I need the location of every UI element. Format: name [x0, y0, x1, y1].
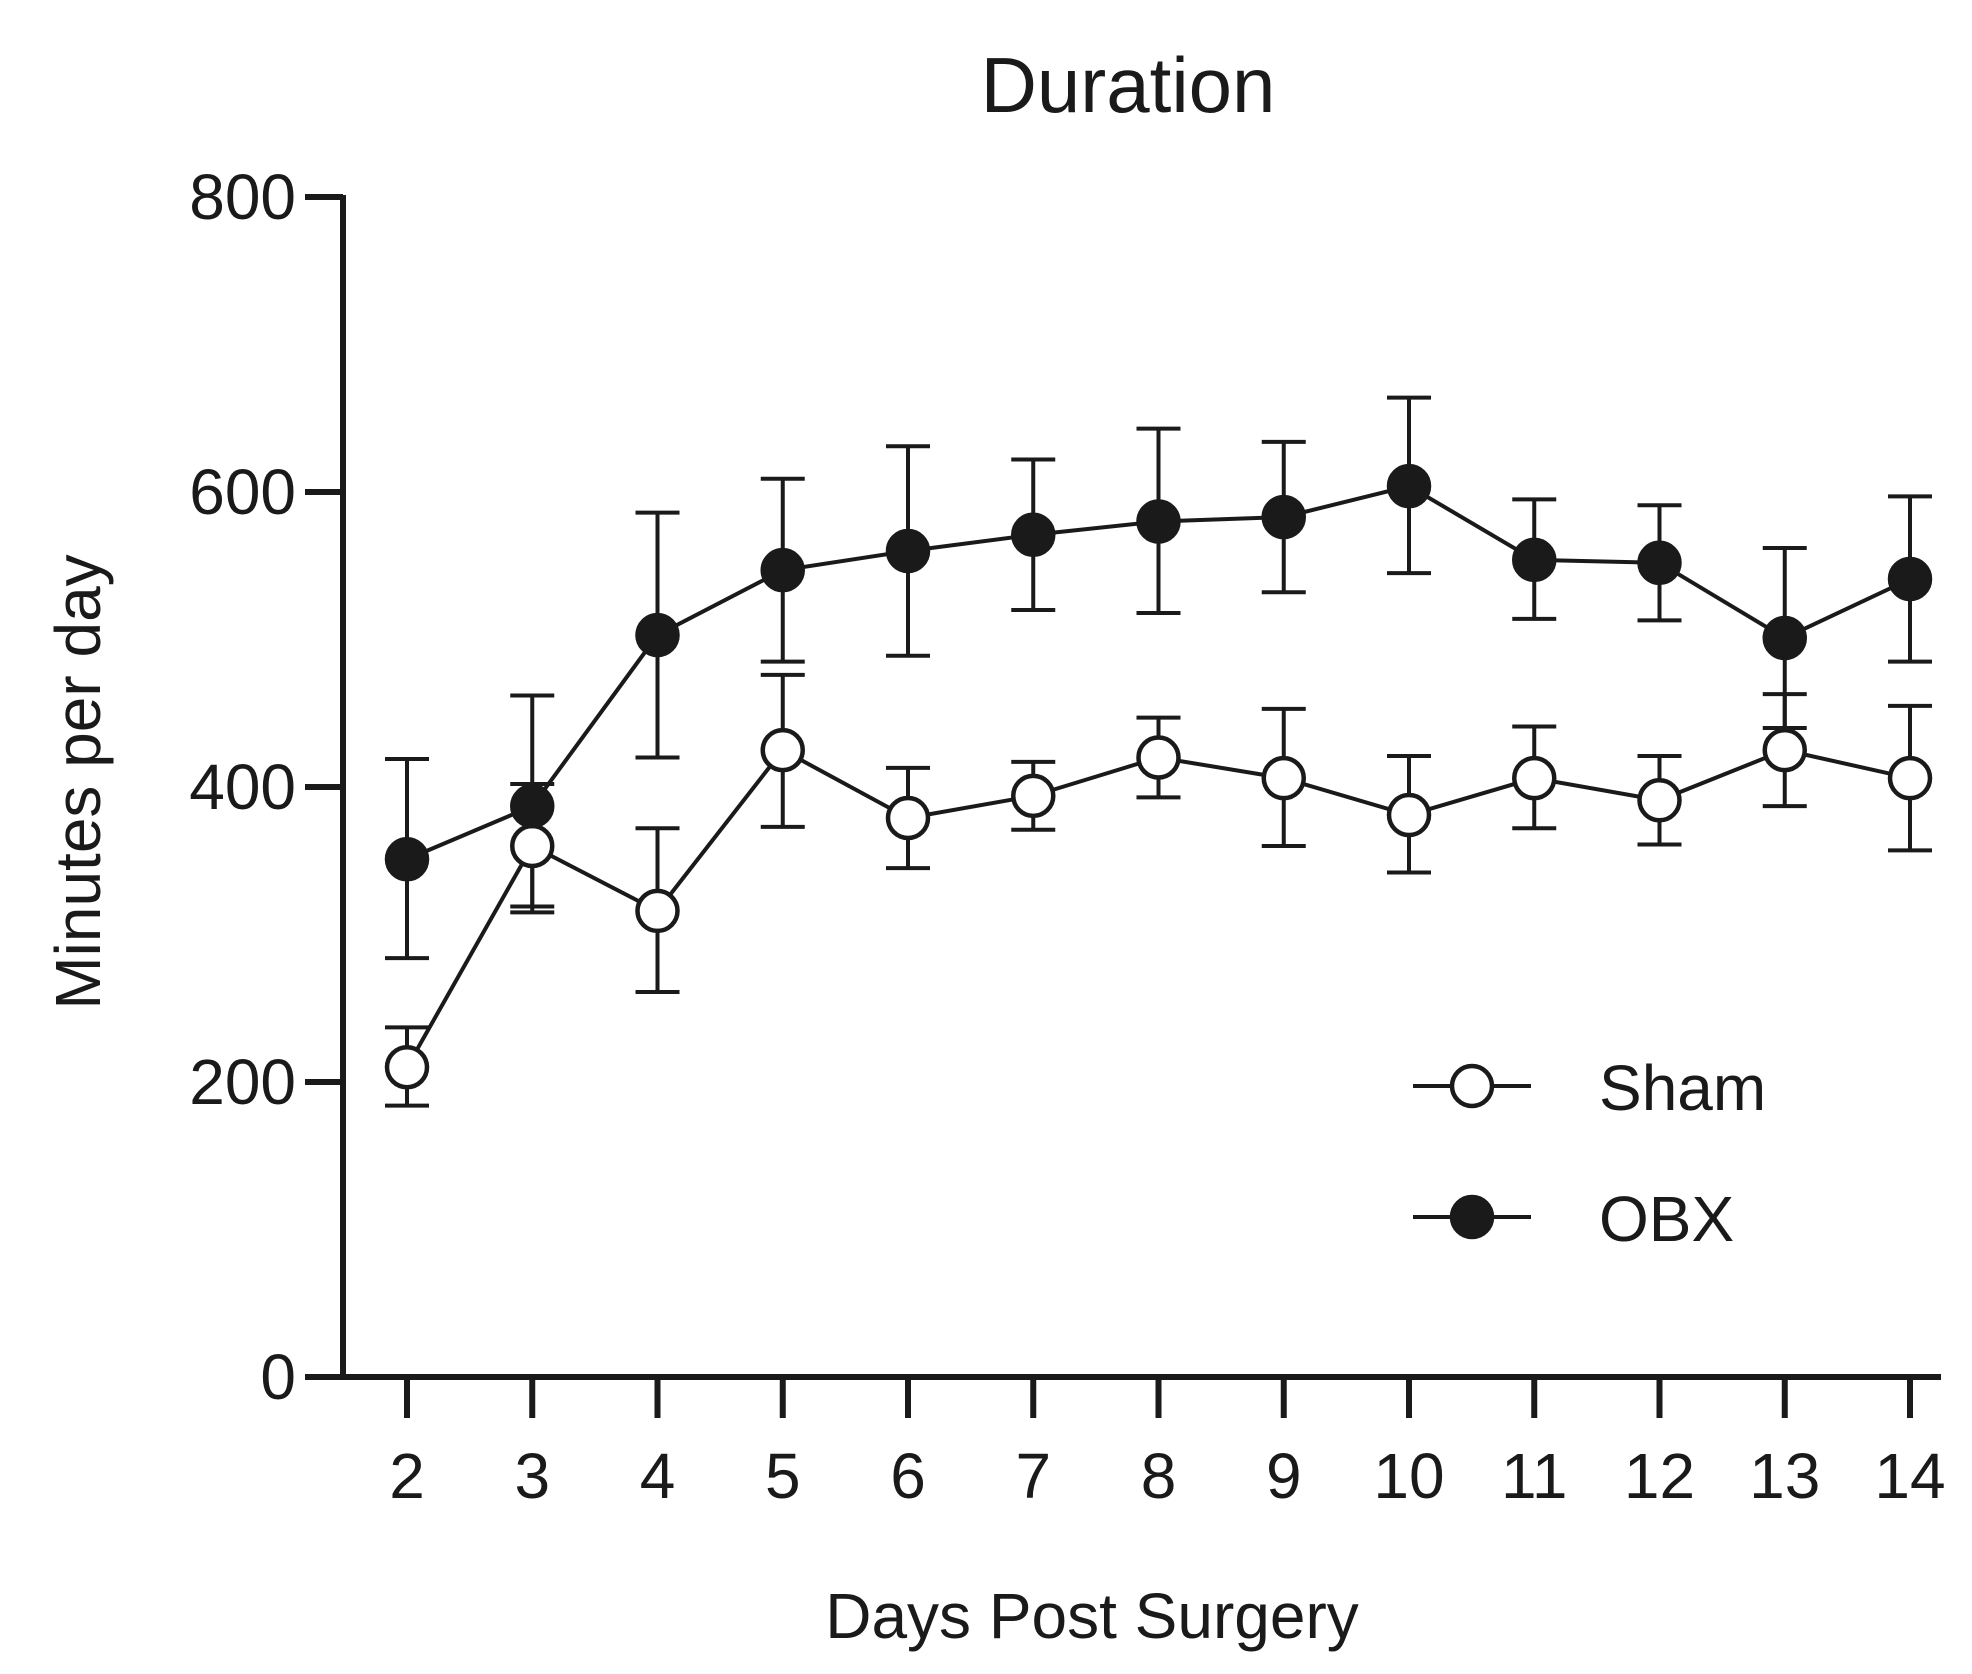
chart-title: Duration — [981, 41, 1276, 129]
y-ticks: 0 200 400 600 800 — [189, 161, 343, 1413]
x-tick-label-8: 8 — [1141, 1440, 1177, 1512]
sham-point-11 — [1512, 755, 1557, 801]
legend-obx-marker — [1449, 1194, 1495, 1240]
x-ticks: 2 3 4 5 6 7 8 9 10 11 12 13 14 — [389, 1377, 1946, 1512]
sham-point-6 — [885, 795, 931, 841]
y-tick-label-600: 600 — [189, 456, 296, 528]
legend-sham-label: Sham — [1599, 1052, 1766, 1124]
sham-point-4 — [635, 888, 680, 934]
obx-point-4 — [635, 612, 680, 658]
obx-point-3 — [510, 783, 555, 829]
obx-point-2 — [384, 837, 430, 882]
obx-point-9 — [1261, 494, 1306, 540]
obx-point-14 — [1887, 556, 1933, 602]
sham-point-2 — [384, 1045, 430, 1090]
sham-point-9 — [1261, 755, 1306, 801]
sham-point-14 — [1887, 755, 1933, 801]
y-tick-label-200: 200 — [189, 1046, 296, 1118]
obx-point-5 — [760, 547, 805, 593]
obx-point-8 — [1136, 499, 1181, 544]
series-layer — [384, 395, 1933, 1108]
sham-point-13 — [1762, 727, 1807, 773]
obx-point-11 — [1512, 537, 1557, 583]
obx-point-6 — [885, 528, 931, 574]
x-axis-title: Days Post Surgery — [825, 1580, 1359, 1652]
markers-layer — [384, 463, 1933, 1090]
sham-point-10 — [1386, 792, 1432, 838]
sham-point-12 — [1637, 778, 1682, 823]
sham-point-8 — [1136, 735, 1181, 780]
x-tick-label-12: 12 — [1624, 1440, 1695, 1512]
x-tick-label-7: 7 — [1015, 1440, 1051, 1512]
x-tick-label-3: 3 — [514, 1440, 550, 1512]
x-tick-label-11: 11 — [1501, 1440, 1567, 1512]
x-tick-label-9: 9 — [1266, 1440, 1302, 1512]
sham-point-7 — [1011, 773, 1056, 819]
sham-point-3 — [510, 823, 555, 869]
x-tick-label-10: 10 — [1373, 1440, 1444, 1512]
y-tick-label-800: 800 — [189, 161, 296, 233]
obx-point-7 — [1011, 512, 1056, 558]
y-tick-label-400: 400 — [189, 751, 296, 823]
x-tick-label-2: 2 — [389, 1440, 425, 1512]
x-tick-label-5: 5 — [765, 1440, 801, 1512]
obx-point-12 — [1637, 540, 1682, 586]
x-tick-label-14: 14 — [1874, 1440, 1945, 1512]
x-tick-label-6: 6 — [890, 1440, 926, 1512]
legend: Sham OBX — [1413, 1052, 1766, 1255]
x-tick-label-4: 4 — [640, 1440, 676, 1512]
obx-point-13 — [1762, 615, 1807, 661]
legend-obx-label: OBX — [1599, 1183, 1734, 1255]
sham-point-5 — [760, 727, 805, 773]
legend-sham-marker — [1449, 1063, 1495, 1109]
obx-point-10 — [1386, 463, 1432, 509]
y-axis-title: Minutes per day — [42, 554, 114, 1009]
x-tick-label-13: 13 — [1749, 1440, 1820, 1512]
y-tick-label-0: 0 — [260, 1341, 296, 1413]
